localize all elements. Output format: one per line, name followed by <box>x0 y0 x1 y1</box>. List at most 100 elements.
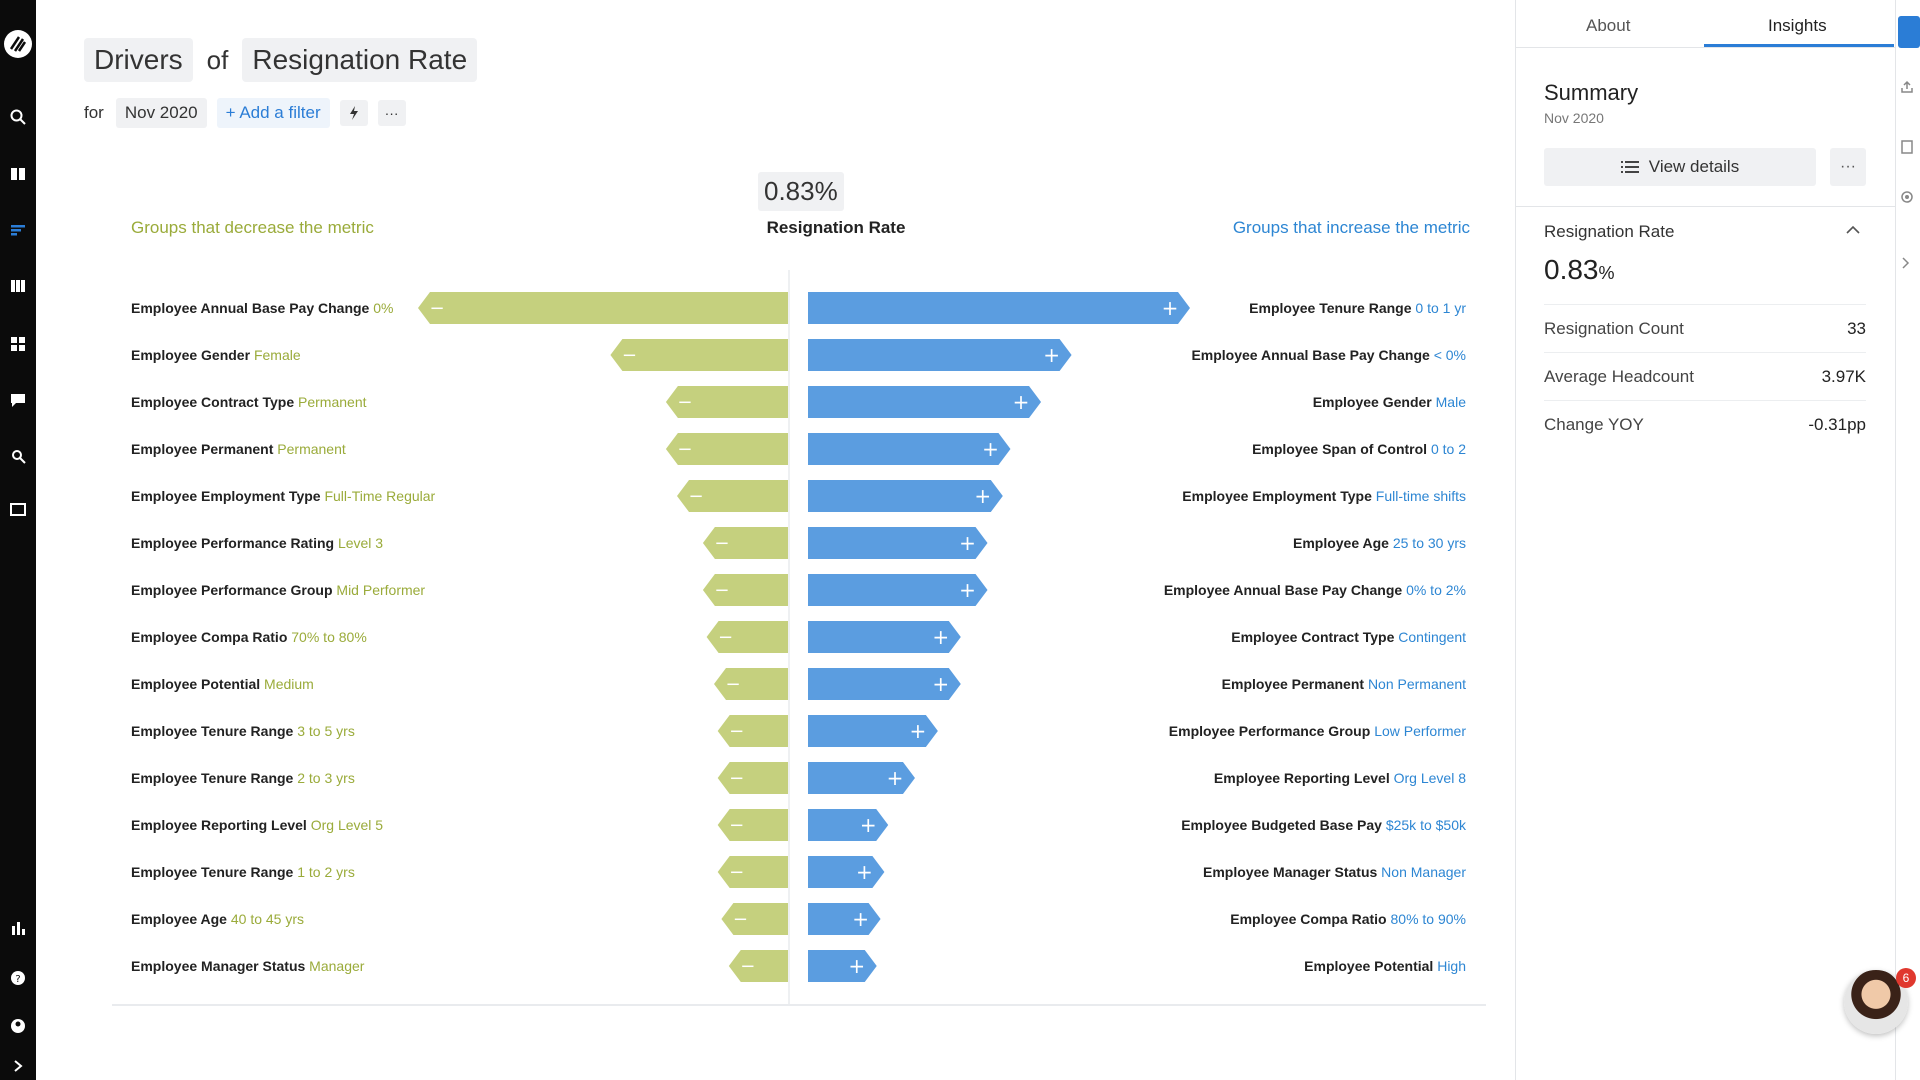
increase-label: Employee Contract Type Contingent <box>1231 629 1466 645</box>
decrease-bar[interactable] <box>706 621 788 653</box>
center-divider <box>788 270 790 1006</box>
plus-icon: + <box>932 625 949 649</box>
decrease-heading: Groups that decrease the metric <box>131 218 374 237</box>
insights-toggle-icon[interactable] <box>1898 16 1920 48</box>
rr-value-unit: % <box>1598 263 1615 283</box>
add-filter-button[interactable]: + Add a filter <box>216 98 330 128</box>
increase-bar[interactable] <box>808 809 889 841</box>
decrease-bar[interactable] <box>665 433 788 465</box>
minus-icon: − <box>718 627 733 648</box>
list-icon <box>1620 161 1639 173</box>
increase-bar[interactable] <box>808 339 1072 371</box>
explore-icon[interactable] <box>0 444 36 468</box>
stat-value: 33 <box>1847 318 1866 338</box>
metric-value: 0.83% <box>758 172 844 211</box>
decrease-label: Employee Employment Type Full-Time Regul… <box>131 488 436 504</box>
minus-icon: − <box>677 392 692 413</box>
increase-label: Employee Manager Status Non Manager <box>1203 864 1466 880</box>
decrease-bar[interactable] <box>714 668 788 700</box>
stat-label: Resignation Count <box>1544 318 1684 338</box>
right-toolbar <box>1895 0 1920 1080</box>
period-chip[interactable]: Nov 2020 <box>115 98 207 128</box>
presentation-icon[interactable] <box>0 498 36 522</box>
chevron-up-icon[interactable] <box>1846 222 1860 238</box>
decrease-bar[interactable] <box>702 574 788 606</box>
decrease-bar[interactable] <box>677 480 788 512</box>
decrease-label: Employee Permanent Permanent <box>131 441 346 457</box>
increase-label: Employee Age 25 to 30 yrs <box>1293 535 1466 551</box>
tab-about[interactable]: About <box>1586 16 1631 35</box>
decrease-bar[interactable] <box>721 903 788 935</box>
minus-icon: − <box>725 674 740 695</box>
search-icon[interactable] <box>0 105 36 129</box>
drivers-chart: − Employee Annual Base Pay Change 0% − Empl… <box>131 292 1467 982</box>
export-icon[interactable] <box>1900 80 1918 98</box>
document-icon[interactable] <box>1900 140 1918 158</box>
increase-label: Employee Compa Ratio 80% to 90% <box>1230 911 1466 927</box>
settings-icon[interactable] <box>1900 190 1918 208</box>
increase-bar[interactable] <box>808 433 1011 465</box>
increase-label: Employee Gender Male <box>1313 394 1466 410</box>
increase-label: Employee Reporting Level Org Level 8 <box>1214 770 1466 786</box>
view-details-label: View details <box>1648 157 1740 176</box>
expand-icon[interactable] <box>0 1054 36 1078</box>
increase-bar[interactable] <box>808 903 881 935</box>
title-dimension-chip[interactable]: Drivers <box>84 38 193 82</box>
increase-label: Employee Budgeted Base Pay $25k to $50k <box>1181 817 1467 833</box>
decrease-bar[interactable] <box>418 292 788 324</box>
title-metric-chip[interactable]: Resignation Rate <box>242 38 478 82</box>
left-nav: ? <box>0 0 36 1080</box>
decrease-bar[interactable] <box>717 762 788 794</box>
stat-label: Average Headcount <box>1544 366 1694 386</box>
decrease-bar[interactable] <box>610 339 788 371</box>
decrease-bar[interactable] <box>717 856 788 888</box>
panel-more-button[interactable]: ··· <box>1830 148 1866 186</box>
minus-icon: − <box>622 345 637 366</box>
increase-bar[interactable] <box>808 668 961 700</box>
decrease-bar[interactable] <box>717 715 788 747</box>
decrease-label: Employee Compa Ratio 70% to 80% <box>131 629 367 645</box>
minus-icon: − <box>740 956 755 977</box>
drivers-icon[interactable] <box>0 218 36 242</box>
increase-bar[interactable] <box>808 386 1042 418</box>
increase-bar[interactable] <box>808 715 938 747</box>
app-logo-icon[interactable] <box>0 22 36 66</box>
decrease-bar[interactable] <box>702 527 788 559</box>
comment-icon[interactable] <box>0 388 36 412</box>
increase-bar[interactable] <box>808 292 1190 324</box>
tab-insights[interactable]: Insights <box>1768 16 1827 35</box>
user-icon[interactable] <box>0 1014 36 1038</box>
increase-bar[interactable] <box>808 621 961 653</box>
help-icon[interactable]: ? <box>0 966 36 990</box>
chart-baseline <box>112 1004 1486 1006</box>
increase-bar[interactable] <box>808 856 885 888</box>
library-icon[interactable] <box>0 162 36 186</box>
stat-row: Resignation Count 33 <box>1544 304 1866 352</box>
more-options-button[interactable]: ··· <box>377 100 406 126</box>
increase-bar[interactable] <box>808 527 988 559</box>
increase-bar[interactable] <box>808 480 1003 512</box>
increase-label: Employee Permanent Non Permanent <box>1222 676 1466 692</box>
title-of-label: of <box>206 44 229 75</box>
minus-icon: − <box>729 862 744 883</box>
decrease-bar[interactable] <box>728 950 788 982</box>
collapse-icon[interactable] <box>1900 256 1918 274</box>
plus-icon: + <box>852 907 869 931</box>
increase-bar[interactable] <box>808 762 915 794</box>
columns-icon[interactable] <box>0 274 36 298</box>
plus-icon: + <box>1162 296 1179 320</box>
increase-label: Employee Tenure Range 0 to 1 yr <box>1249 300 1466 316</box>
lightning-icon[interactable] <box>339 100 368 126</box>
plus-icon: + <box>982 437 999 461</box>
increase-bar[interactable] <box>808 574 988 606</box>
decrease-label: Employee Tenure Range 3 to 5 yrs <box>131 723 355 739</box>
increase-bar[interactable] <box>808 950 877 982</box>
grid-icon[interactable] <box>0 332 36 356</box>
decrease-bar[interactable] <box>665 386 788 418</box>
view-details-button[interactable]: View details <box>1544 148 1816 186</box>
decrease-bar[interactable] <box>717 809 788 841</box>
notification-badge: 6 <box>1896 968 1916 988</box>
decrease-label: Employee Performance Rating Level 3 <box>131 535 383 551</box>
plus-icon: + <box>1013 390 1030 414</box>
analytics-icon[interactable] <box>0 916 36 940</box>
